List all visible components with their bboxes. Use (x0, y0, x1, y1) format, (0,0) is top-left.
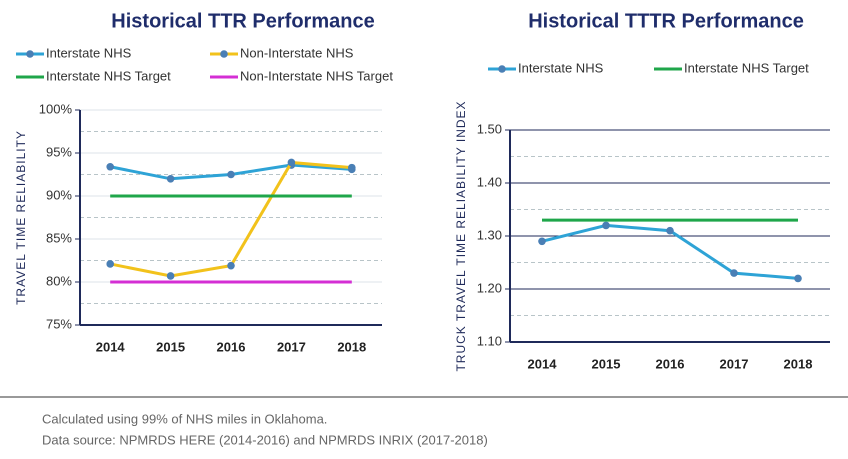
y-axis-label: TRUCK TRAVEL TIME RELIABILITY INDEX (454, 100, 468, 371)
x-tick-label: 2018 (784, 356, 813, 371)
legend-marker (220, 50, 228, 58)
data-point (106, 162, 114, 171)
data-point (227, 261, 235, 270)
data-point (666, 226, 674, 235)
x-tick-label: 2016 (656, 356, 685, 371)
y-tick-label: 1.10 (477, 333, 502, 348)
y-tick-label: 100% (39, 101, 73, 116)
x-tick-label: 2017 (720, 356, 749, 371)
x-tick-label: 2014 (96, 339, 126, 354)
data-point (166, 175, 175, 183)
legend-label: Interstate NHS (518, 60, 604, 75)
legend-marker (26, 50, 34, 58)
y-tick-label: 1.20 (477, 280, 502, 295)
legend-label: Non-Interstate NHS Target (240, 68, 393, 83)
data-point (730, 269, 738, 277)
x-tick-label: 2015 (592, 356, 621, 371)
y-tick-label: 90% (46, 187, 72, 202)
y-tick-label: 95% (46, 144, 72, 159)
legend-label: Non-Interstate NHS (240, 45, 354, 60)
y-tick-label: 85% (46, 230, 72, 245)
legend-label: Interstate NHS Target (684, 60, 809, 75)
y-axis-label: TRAVEL TIME RELIABILITY (14, 130, 28, 305)
x-tick-label: 2014 (528, 356, 558, 371)
y-tick-label: 75% (46, 316, 72, 331)
legend-label: Interstate NHS Target (46, 68, 171, 83)
y-tick-label: 1.30 (477, 227, 502, 242)
footer-note: Calculated using 99% of NHS miles in Okl… (42, 411, 327, 426)
series-line (109, 160, 352, 278)
x-tick-label: 2016 (217, 339, 246, 354)
x-tick-label: 2015 (156, 339, 185, 354)
chart-title: Historical TTTR Performance (528, 10, 804, 32)
legend-label: Interstate NHS (46, 45, 132, 60)
data-point (106, 260, 114, 268)
data-point (348, 163, 356, 172)
legend-marker (498, 65, 506, 73)
y-tick-label: 1.50 (477, 121, 502, 136)
x-tick-label: 2017 (277, 339, 306, 354)
chart-title: Historical TTR Performance (111, 10, 374, 32)
data-point (538, 237, 546, 246)
y-tick-label: 1.40 (477, 174, 502, 189)
x-tick-label: 2018 (337, 339, 366, 354)
data-point (602, 221, 610, 230)
data-point (166, 272, 175, 280)
y-tick-label: 80% (46, 273, 72, 288)
data-point (287, 158, 296, 167)
footer-note: Data source: NPMRDS HERE (2014-2016) and… (42, 432, 488, 447)
data-point (227, 170, 235, 179)
data-point (794, 274, 802, 283)
